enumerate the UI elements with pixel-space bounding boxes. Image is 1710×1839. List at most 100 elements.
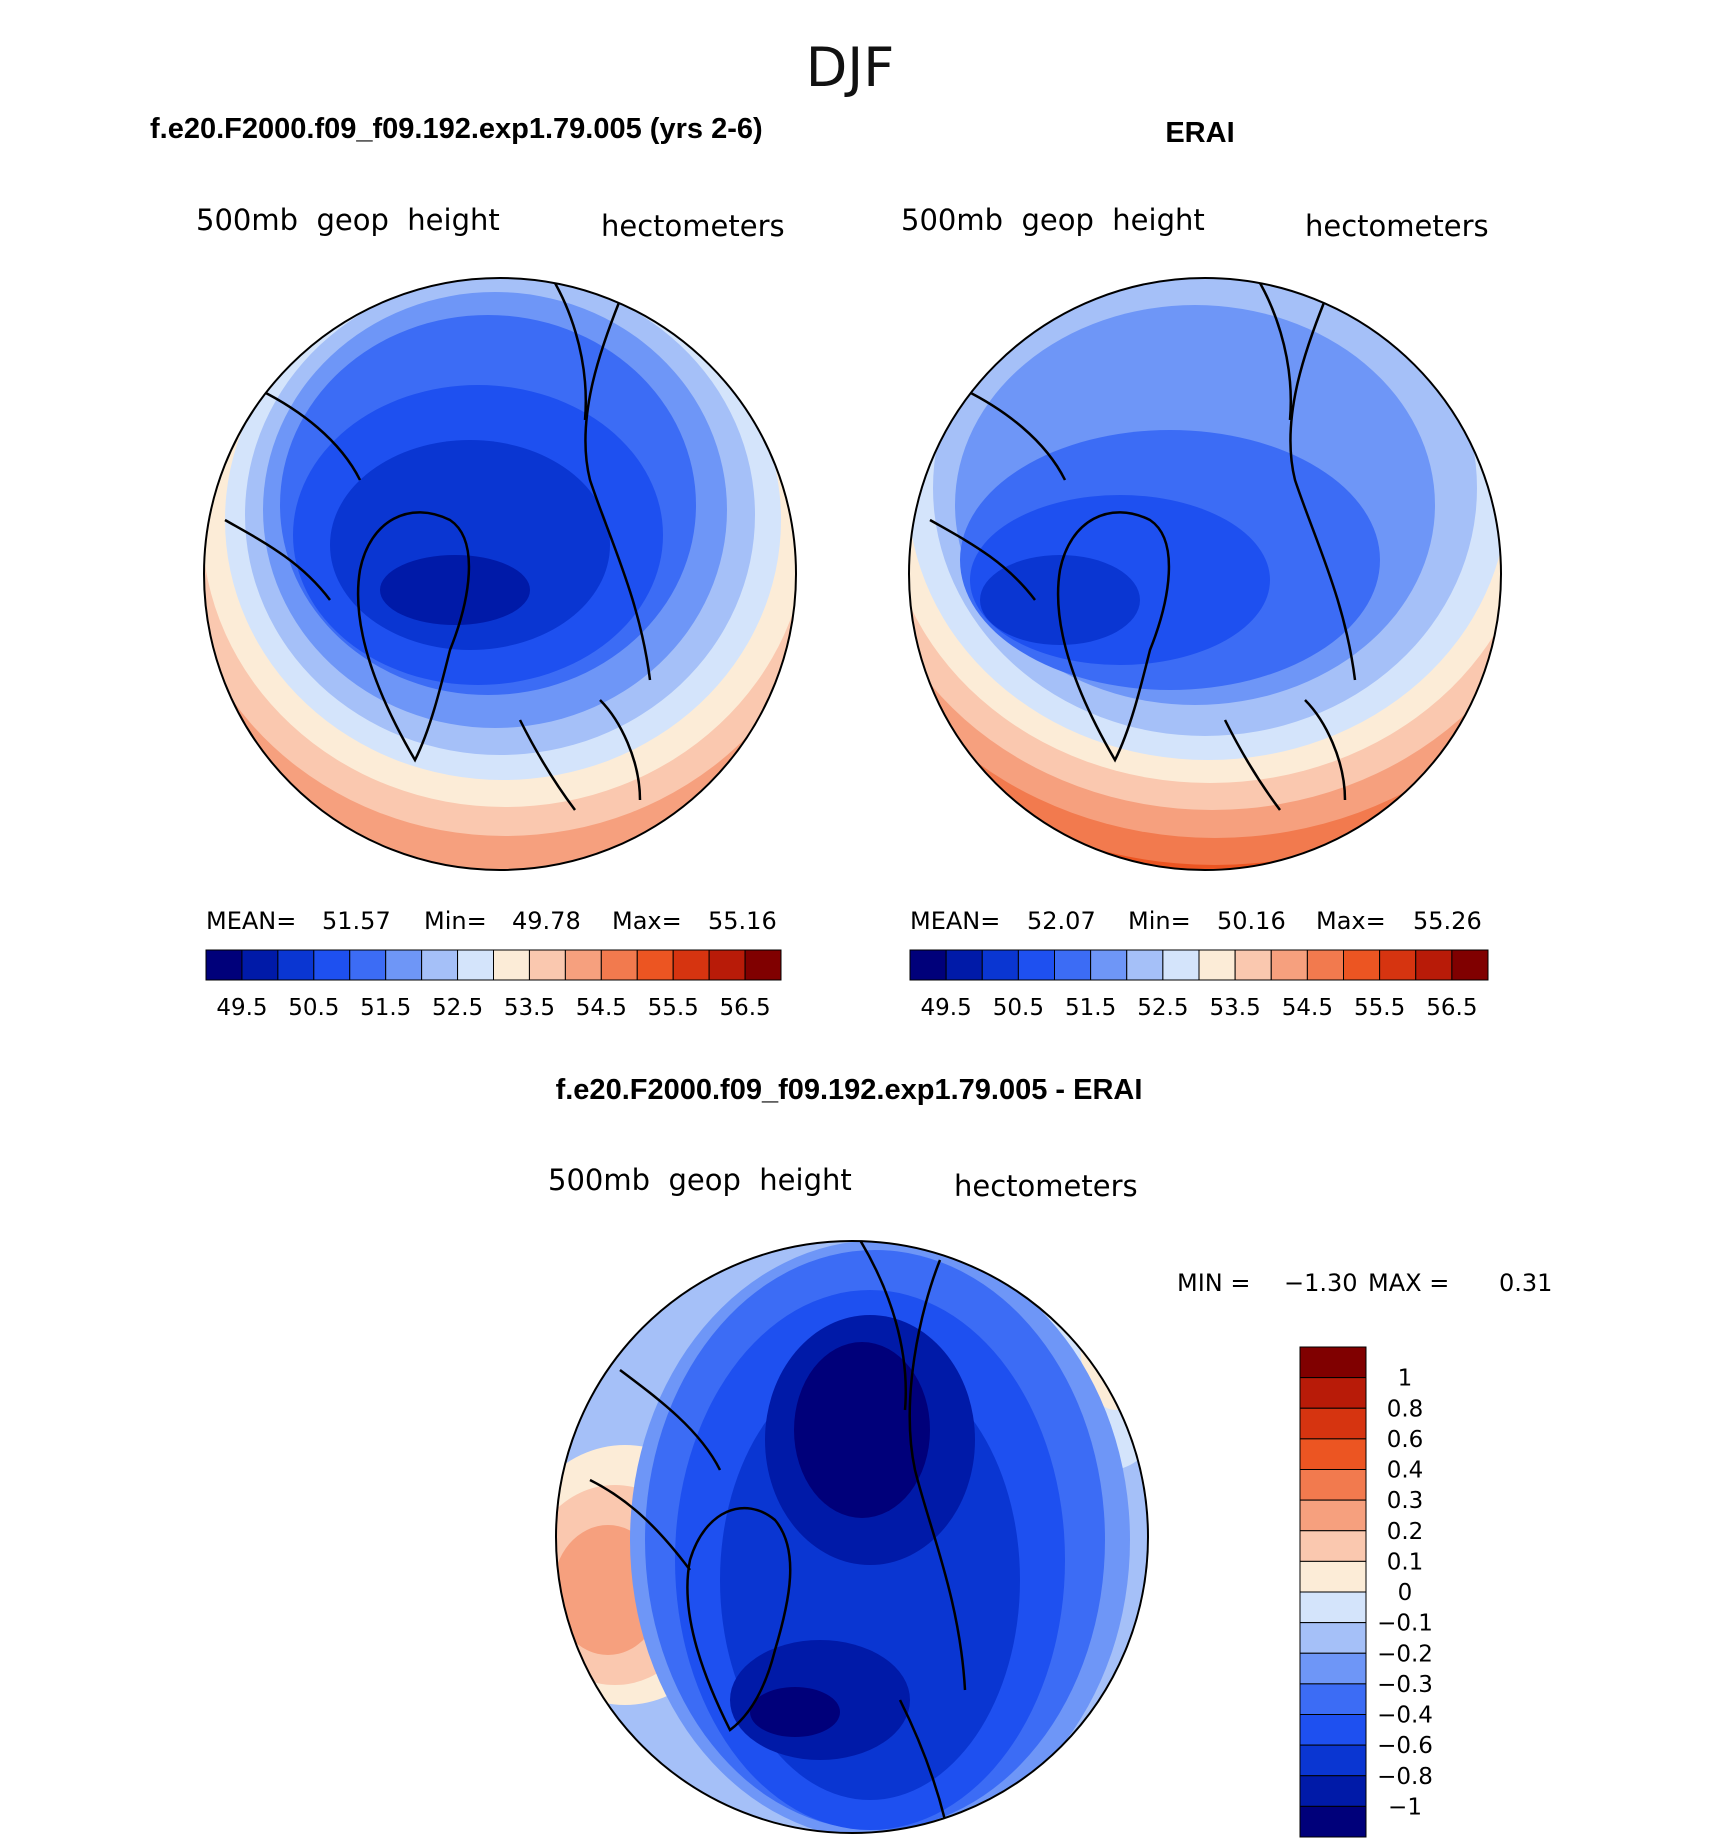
panel-model-colorbar-box: [457, 949, 494, 981]
panel-model-min-value: 49.78: [512, 907, 581, 935]
panel-difference-max-label: MAX =: [1368, 1269, 1449, 1297]
panel-model-colorbar-box: [744, 949, 782, 981]
panel-model-colorbar-box: [421, 949, 459, 981]
panel-reference-colorbar-box: [1126, 949, 1164, 981]
panel-reference-colorbar-box: [1090, 949, 1128, 981]
panel-difference-colorbar-tick-label: 0.4: [1387, 1458, 1424, 1484]
panel-difference-title: f.e20.F2000.f09_f09.192.exp1.79.005 - ER…: [556, 1074, 1143, 1106]
panel-reference-colorbar-box: [1054, 949, 1092, 981]
panel-difference-min-label: MIN =: [1177, 1269, 1250, 1297]
panel-reference-colorbar-box: [1198, 949, 1236, 981]
panel-reference-mean-value: 52.07: [1027, 907, 1096, 935]
panel-difference-colorbar-box: [1299, 1805, 1367, 1838]
panel-reference-title: ERAI: [1165, 117, 1234, 149]
panel-model-contour-49_5: [380, 555, 530, 625]
panel-difference-colorbar-tick-label: 0.1: [1387, 1549, 1424, 1575]
panel-difference-units-label: hectometers: [954, 1169, 1138, 1203]
panel-difference-coastlines: [589, 1241, 967, 1821]
panel-difference-max-value: 0.31: [1499, 1269, 1552, 1297]
panel-model-colorbar-box: [528, 949, 566, 981]
panel-difference-colorbar-tick-label: 0.3: [1387, 1488, 1424, 1514]
panel-model-colorbar-tick-label: 52.5: [432, 995, 483, 1021]
panel-reference-map-border: [908, 277, 1502, 871]
panel-reference: ERAI 500mb geop height hectometers MEAN=…: [901, 117, 1502, 1021]
panel-reference-map: [909, 278, 1501, 870]
panel-difference: f.e20.F2000.f09_f09.192.exp1.79.005 - ER…: [548, 1074, 1552, 1838]
panel-difference-colorbar-tick-label: −0.1: [1377, 1611, 1433, 1637]
panel-model-max-value: 55.16: [708, 907, 777, 935]
panel-model-variable-label: 500mb geop height: [196, 203, 500, 237]
panel-reference-colorbar-tick-label: 56.5: [1426, 995, 1477, 1021]
panel-difference-colorbar-box: [1299, 1744, 1367, 1777]
panel-model-colorbar-box: [277, 949, 315, 981]
panel-model-colorbar-tick-label: 56.5: [719, 995, 770, 1021]
panel-model: f.e20.F2000.f09_f09.192.exp1.79.005 (yrs…: [150, 113, 797, 1021]
panel-difference-colorbar-ticks: 1 0.8 0.6 0.4 0.3 0.2 0.1 0 −0.1 −0.2 −0.3 −0.4 −0.6…: [1377, 1366, 1433, 1821]
panel-model-colorbar-tick-label: 49.5: [216, 995, 267, 1021]
panel-difference-colorbar-box: [1299, 1683, 1367, 1715]
panel-reference-colorbar-box: [1415, 949, 1453, 981]
panel-reference-colorbar-box: [1451, 949, 1489, 981]
panel-reference-coastlines: [929, 278, 1357, 811]
panel-model-colorbar-tick-label: 55.5: [648, 995, 699, 1021]
panel-reference-colorbar-tick-label: 52.5: [1137, 995, 1188, 1021]
panel-model-min-label: Min=: [424, 907, 487, 935]
panel-difference-colorbar-tick-label: −1: [1388, 1794, 1422, 1820]
panel-reference-colorbar-tick-label: 50.5: [993, 995, 1044, 1021]
panel-reference-colorbar-box: [1234, 949, 1272, 981]
panel-model-colorbar-box: [385, 949, 423, 981]
panel-difference-colorbar-box: [1299, 1560, 1367, 1593]
panel-difference-colorbar-box: [1299, 1438, 1367, 1470]
panel-difference-colorbar-tick-label: 1: [1398, 1366, 1413, 1392]
panel-reference-contour-50: [980, 555, 1140, 645]
panel-reference-colorbar-tick-label: 53.5: [1210, 995, 1261, 1021]
panel-model-colorbar-box: [313, 949, 351, 981]
panel-model-colorbar-box: [205, 949, 243, 981]
panel-model-colorbar-box: [241, 949, 279, 981]
panel-model-colorbar-tick-label: 53.5: [504, 995, 555, 1021]
panel-reference-colorbar-tick-label: 55.5: [1354, 995, 1405, 1021]
panel-model-colorbar-box: [564, 949, 602, 981]
panel-difference-contour-1-a: [794, 1342, 930, 1518]
panel-difference-variable-label: 500mb geop height: [548, 1163, 852, 1197]
panel-model-mean-value: 51.57: [322, 907, 391, 935]
panel-model-colorbar-tick-label: 50.5: [288, 995, 339, 1021]
panel-model-title: f.e20.F2000.f09_f09.192.exp1.79.005 (yrs…: [150, 113, 763, 145]
panel-model-mean-label: MEAN=: [206, 907, 296, 935]
panel-difference-contour-1-b: [750, 1687, 840, 1737]
panel-reference-colorbar: [909, 949, 1489, 981]
panel-difference-colorbar-box: [1299, 1407, 1367, 1440]
panel-difference-map: [556, 1241, 1148, 1833]
panel-reference-colorbar-box: [909, 949, 947, 981]
panel-reference-variable-label: 500mb geop height: [901, 203, 1205, 237]
panel-model-colorbar-box: [636, 949, 674, 981]
panel-reference-colorbar-box: [1270, 949, 1308, 981]
panel-reference-colorbar-box: [1306, 949, 1344, 981]
panel-model-colorbar-ticks: 49.5 50.5 51.5 52.5 53.5 54.5 55.5 56.5: [216, 995, 770, 1021]
panel-model-max-label: Max=: [612, 907, 682, 935]
panel-model-map: [204, 278, 796, 870]
panel-difference-colorbar: [1299, 1346, 1367, 1838]
panel-difference-colorbar-box: [1299, 1499, 1367, 1532]
page-title: DJF: [806, 36, 895, 99]
panel-difference-colorbar-tick-label: 0.8: [1387, 1396, 1424, 1422]
panel-difference-map-border: [555, 1240, 1149, 1834]
panel-difference-colorbar-box: [1299, 1652, 1367, 1685]
panel-difference-colorbar-box: [1299, 1714, 1367, 1746]
panel-difference-colorbar-box: [1299, 1775, 1367, 1807]
panel-difference-colorbar-tick-label: −0.2: [1377, 1641, 1433, 1667]
panel-model-colorbar-box: [672, 949, 710, 981]
panel-model-colorbar: [205, 949, 782, 981]
panel-reference-colorbar-box: [981, 949, 1019, 981]
panel-reference-colorbar-box: [1162, 949, 1200, 981]
panel-reference-colorbar-tick-label: 54.5: [1282, 995, 1333, 1021]
panel-model-coastlines: [224, 278, 652, 811]
panel-difference-colorbar-tick-label: 0: [1398, 1580, 1413, 1606]
panel-reference-units-label: hectometers: [1305, 209, 1489, 243]
panel-model-units-label: hectometers: [601, 209, 785, 243]
panel-model-colorbar-box: [349, 949, 387, 981]
panel-difference-colorbar-tick-label: −0.3: [1377, 1672, 1433, 1698]
panel-reference-colorbar-ticks: 49.5 50.5 51.5 52.5 53.5 54.5 55.5 56.5: [921, 995, 1478, 1021]
panel-reference-colorbar-tick-label: 49.5: [921, 995, 972, 1021]
